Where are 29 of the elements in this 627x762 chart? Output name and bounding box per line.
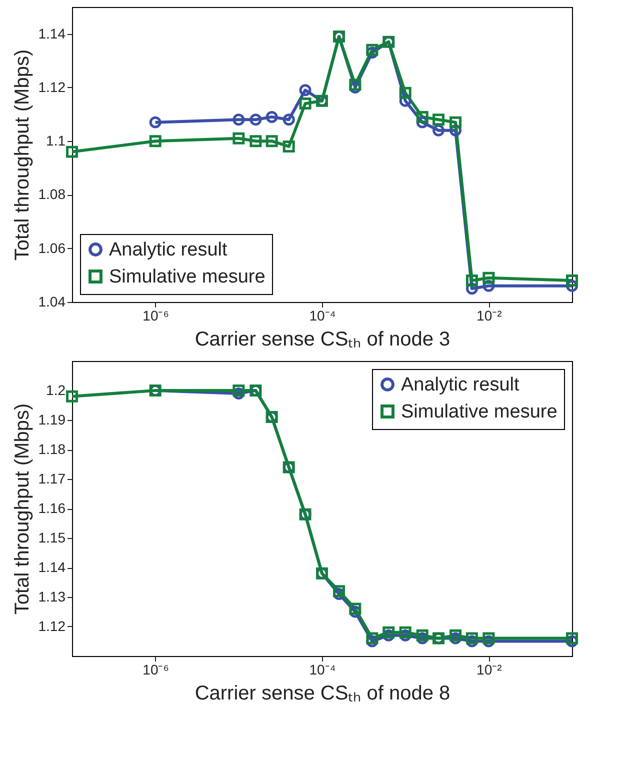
x-axis-title: Carrier sense CSₜₕ of node 8 bbox=[194, 682, 450, 704]
y-axis-title: Total throughput (Mbps) bbox=[11, 403, 34, 615]
y-tick-label: 1.15 bbox=[38, 530, 66, 546]
x-tick-label: 10⁻⁶ bbox=[142, 308, 170, 324]
y-tick-label: 1.04 bbox=[38, 294, 66, 310]
y-tick-label: 1.12 bbox=[38, 618, 66, 634]
y-tick-label: 1.14 bbox=[38, 25, 66, 42]
y-tick-label: 1.2 bbox=[46, 382, 66, 398]
y-tick-label: 1.08 bbox=[38, 186, 66, 202]
legend-label: Analytic result bbox=[109, 240, 228, 260]
x-tick-label: 10⁻⁴ bbox=[309, 308, 336, 324]
y-tick-label: 1.1 bbox=[46, 132, 66, 149]
y-tick-label: 1.14 bbox=[38, 559, 66, 575]
y-tick-label: 1.06 bbox=[38, 240, 66, 256]
y-tick-label: 1.19 bbox=[38, 412, 66, 428]
x-tick-label: 10⁻² bbox=[476, 308, 502, 324]
y-axis-title: Total throughput (Mbps) bbox=[11, 49, 34, 261]
legend-label: Simulative mesure bbox=[109, 266, 266, 288]
x-axis-title: Carrier sense CSₜₕ of node 3 bbox=[194, 328, 450, 350]
x-tick-label: 10⁻⁶ bbox=[142, 662, 170, 678]
legend-label: Simulative mesure bbox=[401, 402, 558, 422]
x-tick-label: 10⁻² bbox=[476, 662, 502, 678]
legend-label: Analytic result bbox=[401, 374, 520, 396]
y-tick-label: 1.16 bbox=[38, 500, 66, 516]
y-tick-label: 1.17 bbox=[38, 470, 66, 486]
x-tick-label: 10⁻⁴ bbox=[309, 662, 336, 678]
y-tick-label: 1.13 bbox=[38, 588, 66, 604]
y-tick-label: 1.18 bbox=[38, 441, 66, 457]
y-tick-label: 1.12 bbox=[38, 78, 66, 95]
